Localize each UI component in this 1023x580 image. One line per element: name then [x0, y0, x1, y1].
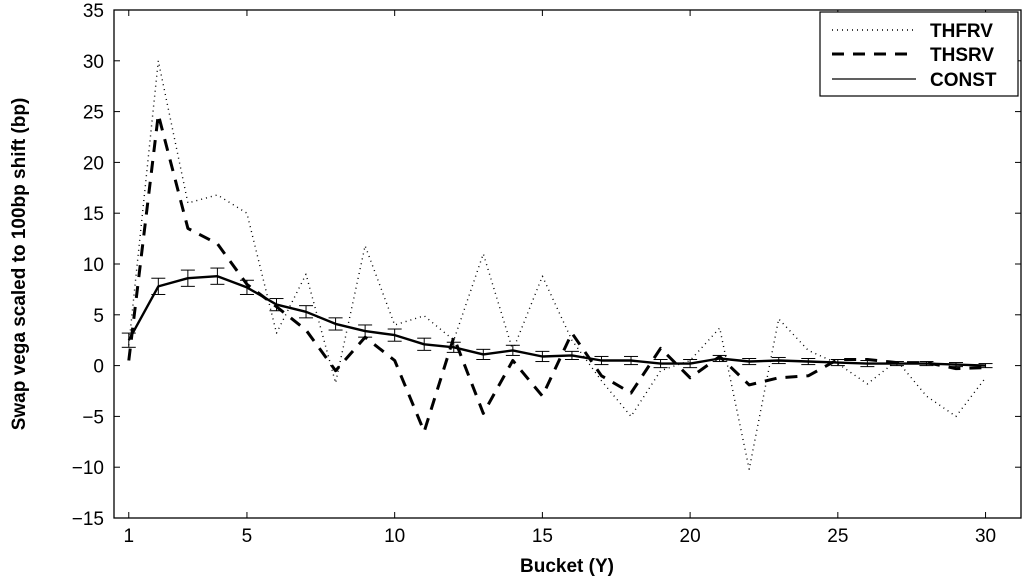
x-tick-label: 5	[242, 526, 253, 547]
series-group	[127, 60, 987, 470]
y-tick-label: 25	[83, 103, 104, 124]
y-tick-label: −5	[82, 407, 104, 428]
x-axis-label: Bucket (Y)	[520, 556, 614, 577]
y-tick-label: 15	[83, 204, 104, 225]
error-bars	[121, 267, 993, 369]
series-thfrv	[128, 60, 987, 470]
y-axis-label: Swap vega scaled to 100bp shift (bp)	[9, 98, 30, 431]
y-tick-label: 30	[83, 52, 104, 73]
series-thsrv	[127, 113, 986, 434]
legend: THFRV THSRV CONST	[819, 11, 1019, 97]
y-tick-label: −15	[72, 509, 104, 530]
y-tick-label: −10	[72, 458, 104, 479]
legend-label-thfrv: THFRV	[930, 21, 993, 42]
y-tick-label: 20	[83, 153, 104, 174]
x-tick-label: 1	[123, 526, 134, 547]
y-tick-label: 10	[83, 255, 104, 276]
legend-label-const: CONST	[930, 70, 997, 91]
x-tick-label: 25	[827, 526, 848, 547]
y-tick-label: 0	[93, 357, 104, 378]
x-tick-label: 15	[532, 526, 553, 547]
y-tick-label: 5	[93, 306, 104, 327]
x-tick-label: 10	[384, 526, 405, 547]
x-tick-label: 30	[975, 526, 996, 547]
series-const	[127, 275, 986, 367]
x-tick-label: 20	[680, 526, 701, 547]
legend-label-thsrv: THSRV	[930, 45, 994, 66]
y-tick-label: 35	[83, 1, 104, 22]
